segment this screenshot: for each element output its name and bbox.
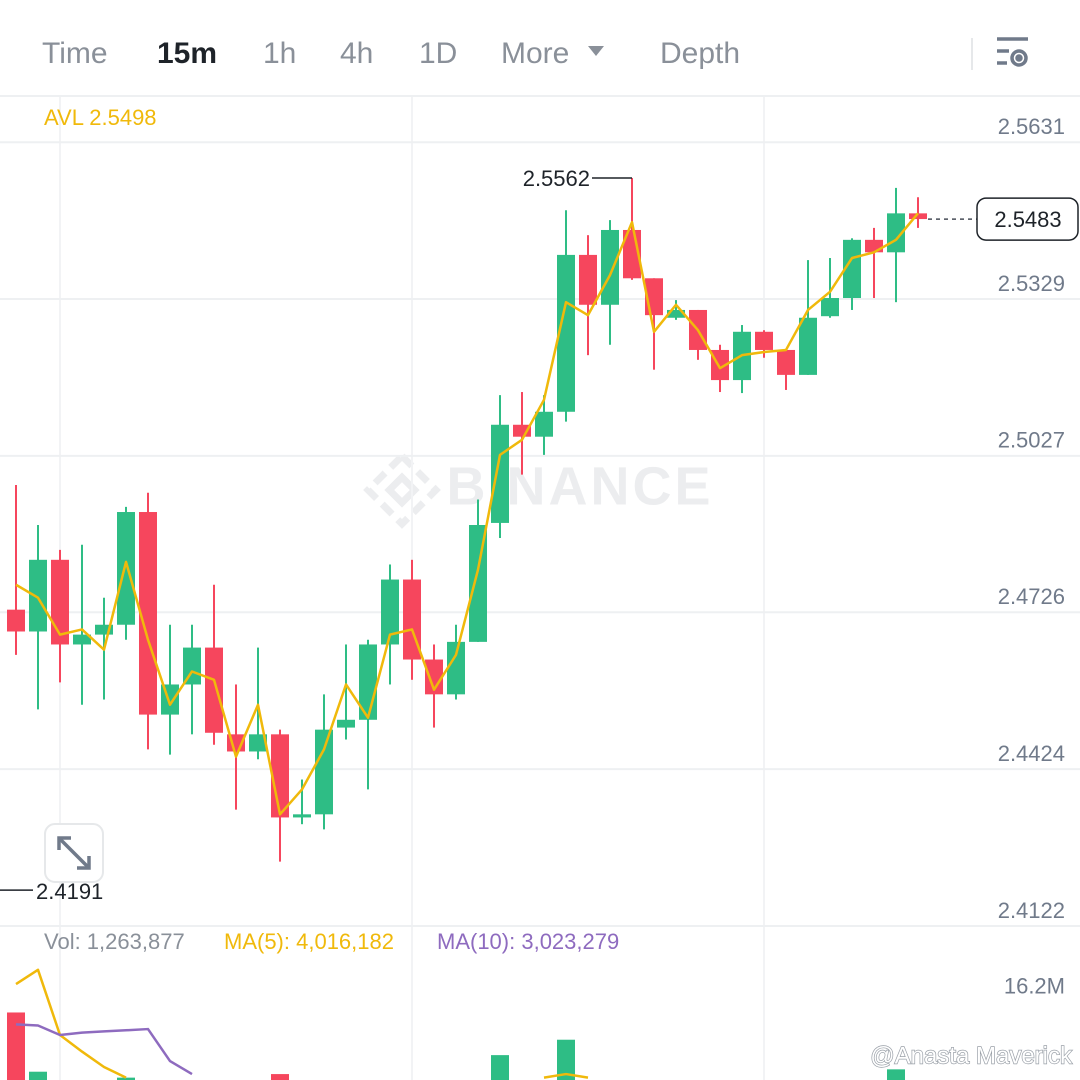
volume-ma-line [15, 968, 127, 1079]
candle-body [29, 559, 47, 632]
volume-bar [7, 1012, 25, 1080]
watermark-text: BINANCE [446, 456, 713, 516]
candle-body [117, 512, 135, 625]
candle-body [139, 512, 157, 715]
candle-body [447, 641, 465, 695]
y-tick-label: 2.4726 [998, 584, 1065, 609]
candle-body [425, 659, 443, 695]
tab[interactable]: 1D [419, 37, 457, 70]
candle-body [513, 424, 531, 437]
candle-body [271, 734, 289, 818]
volume-bar [557, 1039, 575, 1080]
credit: @Anasta Maverick [870, 1042, 1073, 1069]
candle-body [73, 634, 91, 645]
volume-bar [117, 1077, 135, 1080]
y-tick-label: 2.4424 [998, 741, 1065, 766]
volume-bar [491, 1055, 509, 1080]
volume-chart: 16.2M [7, 968, 1065, 1080]
candle-body [601, 229, 619, 305]
y-tick-label: 2.5329 [998, 271, 1065, 296]
candle-body [95, 624, 113, 635]
tab[interactable]: 15m [157, 37, 217, 70]
candle-body [491, 424, 509, 523]
candle-body [535, 411, 553, 437]
y-tick-label: 2.5027 [998, 428, 1065, 453]
candle-body [667, 309, 685, 318]
candle-body [337, 719, 355, 728]
expand-button[interactable] [44, 823, 104, 883]
price-label: 2.5483 [994, 207, 1061, 232]
candle-body [799, 317, 817, 375]
candle-body [821, 298, 839, 317]
tab[interactable]: More [501, 37, 569, 70]
ma-line [15, 212, 919, 816]
settings-icon[interactable] [997, 37, 1028, 67]
candle-body [293, 814, 311, 818]
ma10-label: MA(10): 3,023,279 [437, 929, 619, 954]
tab[interactable]: Depth [660, 37, 740, 70]
volume-bar [887, 1069, 905, 1080]
candle-body [183, 647, 201, 685]
candle-body [249, 734, 267, 752]
ma5-label: MA(5): 4,016,182 [224, 929, 394, 954]
candle-body [909, 213, 927, 220]
y-tick-label: 2.4122 [998, 898, 1065, 923]
volume-bar [29, 1071, 47, 1080]
tab[interactable]: 1h [263, 37, 296, 70]
candle-body [579, 254, 597, 305]
high-label: 2.5562 [523, 166, 590, 191]
candle-body [711, 349, 729, 381]
tab[interactable]: 4h [340, 37, 373, 70]
candle-body [205, 647, 223, 733]
price-box [976, 197, 1079, 241]
candle-body [381, 579, 399, 645]
candle-body [557, 254, 575, 412]
tab-bar: Time 15m 1h 4h 1D More Depth [42, 37, 740, 70]
volume-ma-line [543, 1072, 589, 1079]
candle-body [7, 609, 25, 632]
candle-body [865, 239, 883, 253]
candle-body [843, 239, 861, 299]
tab[interactable]: Time [42, 37, 108, 70]
y-tick-label: 2.5631 [998, 114, 1065, 139]
y-tick-label: 16.2M [1004, 973, 1065, 998]
avl-label: AVL 2.5498 [44, 105, 157, 130]
volume-ma-line [15, 1023, 193, 1076]
low-label: 2.4191 [36, 879, 103, 904]
candle-body [469, 525, 487, 642]
volume-bar [271, 1074, 289, 1080]
candle-body [315, 729, 333, 815]
volume-label: Vol: 1,263,877 [44, 929, 185, 954]
candle-body [777, 349, 795, 375]
more-caret[interactable] [588, 46, 604, 56]
candle-body [51, 559, 69, 645]
candle-body [755, 331, 773, 350]
